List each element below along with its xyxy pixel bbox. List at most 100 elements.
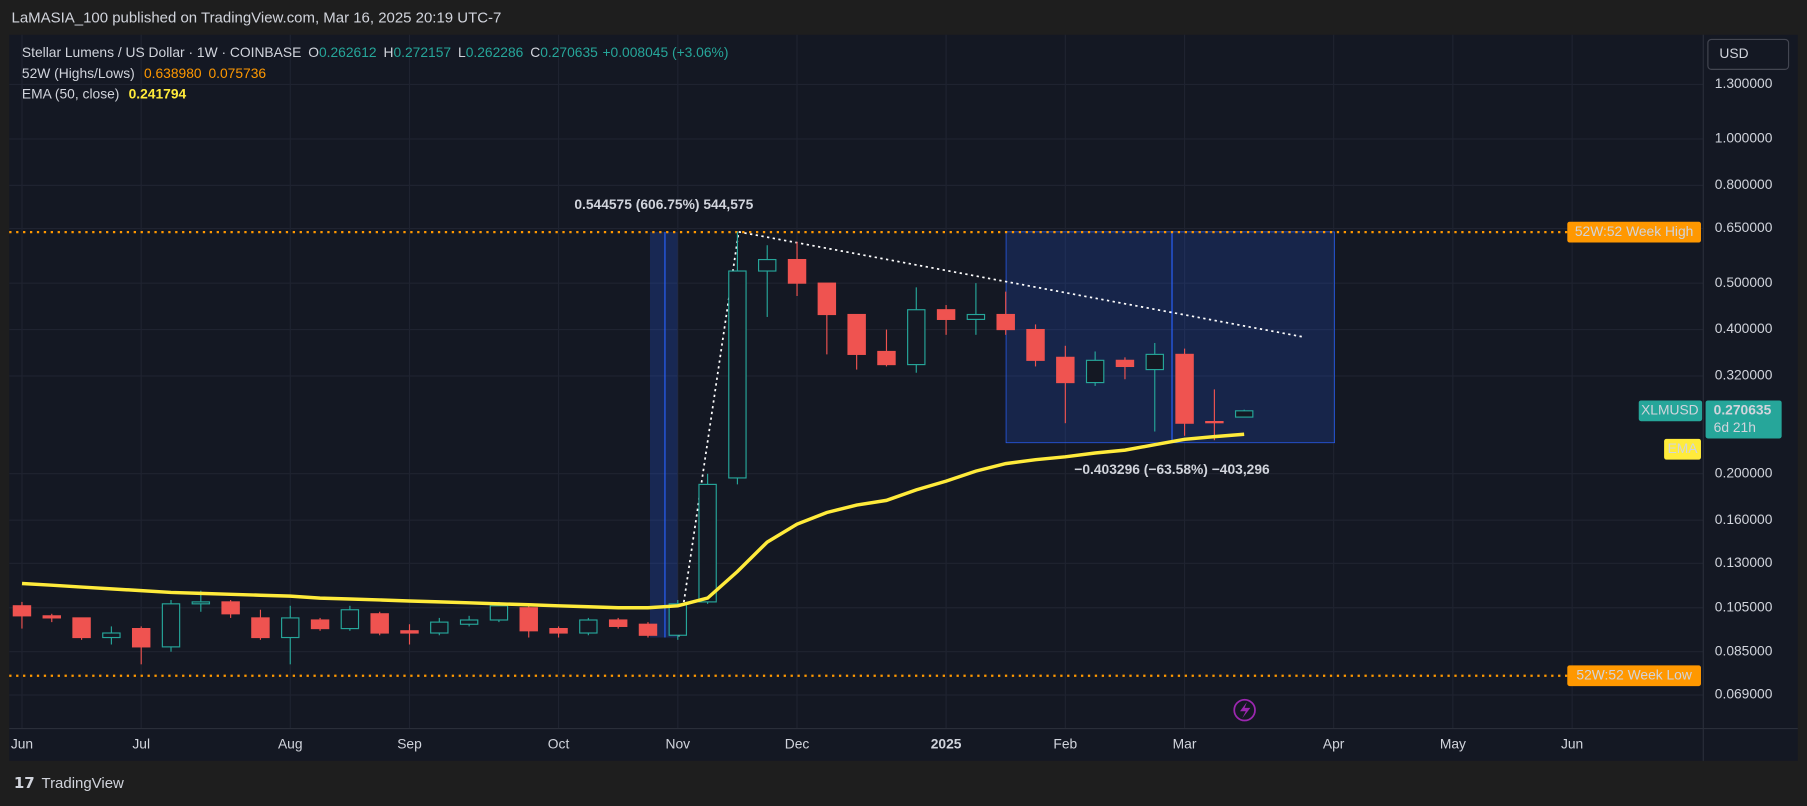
ohlc-letter: L [458,44,466,60]
indicator-name: EMA (50, close) [22,85,120,101]
candle-body [817,282,837,316]
x-tick-label: Nov [666,735,691,751]
symbol-title: Stellar Lumens / US Dollar · 1W · COINBA… [22,44,301,60]
x-tick-label: Jun [11,735,33,751]
candle-body [12,605,32,617]
candle-body [787,258,807,284]
x-tick-label: Sep [397,735,422,751]
price-tag-label: 0.270635 [1714,401,1772,417]
candle-body [698,483,717,603]
annotation: −0.403296 (−63.58%) −403,296 [1074,461,1270,477]
legend: Stellar Lumens / US Dollar · 1W · COINBA… [22,44,729,101]
52w-tag-label: 52W:52 Week High [1575,223,1694,239]
candle-body [907,309,926,366]
ohlc-letter: C [530,44,540,60]
candle-body [42,615,61,619]
candle-body [102,632,121,639]
indicator-value: 0.075736 [208,65,266,81]
plot [9,230,1704,677]
legend-line: Stellar Lumens / US Dollar · 1W · COINBA… [22,44,729,60]
measure-box [649,231,678,638]
ohlc-letter: H [384,44,394,60]
candle-body [966,313,986,320]
candle-body [1175,353,1194,424]
x-tick-label: Aug [278,735,303,751]
legend-line: 52W (Highs/Lows) 0.638980 0.075736 [22,65,267,81]
y-tick-label: 0.160000 [1715,511,1773,527]
x-tick-label: Mar [1173,735,1197,751]
chart-panel [9,34,1798,761]
price-tag [1705,400,1782,439]
candle-body [489,605,509,621]
y-tick-label: 0.400000 [1715,320,1773,336]
candle-body [668,603,688,636]
countdown: 6d 21h [1714,419,1756,435]
measure-box [1005,231,1335,444]
ohlc-value: 0.262612 [319,44,377,60]
ema-line [21,432,1245,610]
y-tick-label: 1.000000 [1715,130,1773,146]
candle-body [996,313,1015,331]
candle-body [519,607,538,632]
indicator-value: 0.241794 [129,85,187,101]
candle-body [1115,359,1135,368]
candle-body [430,621,449,634]
y-tick-label: 0.130000 [1715,554,1773,570]
x-tick-label: Jun [1561,735,1583,751]
ohlc-letter: O [308,44,319,60]
candle-body [1145,353,1164,371]
symbol-tag [1638,400,1703,422]
candle-body [847,313,866,355]
candle-body [638,623,658,636]
footer-brand: TradingView [41,775,124,792]
candle-body [281,617,300,639]
axis-tags: 52W:52 Week High 52W:52 Week Low EMA XLMUSD… [1567,221,1782,687]
52w-tag-label: 52W:52 Week Low [1576,666,1692,682]
y-tick-label: 0.650000 [1715,219,1773,235]
candle-body [191,601,211,605]
ohlc-value: 0.270635 [540,44,598,60]
candle-body [1085,359,1105,384]
x-tick-label: Apr [1323,735,1345,751]
indicator-name: 52W (Highs/Lows) [22,65,135,81]
candle-body [340,609,360,630]
currency-box [1707,38,1790,70]
ohlc-value: 0.262286 [466,44,524,60]
52w-tag [1567,221,1701,243]
candle-body [72,617,91,639]
alert-icon [1233,698,1256,722]
candle-body [1056,356,1075,384]
y-tick-label: 0.105000 [1715,598,1773,614]
candle-body [131,628,151,648]
candle-body [251,617,270,639]
y-tick-label: 0.500000 [1715,274,1773,290]
candle-body [579,619,598,634]
change: +0.008045 (+3.06%) [602,44,728,60]
candle-body [310,619,330,630]
candle-body [1026,328,1045,361]
candle-body [758,258,777,272]
ema-tag-label: EMA [1668,440,1699,456]
ema-tag [1664,438,1701,460]
legend-line: EMA (50, close) 0.241794 [22,85,187,101]
x-tick-label: Dec [785,735,810,751]
candle-body [728,270,747,479]
candle-body [400,630,419,634]
currency: USD [1719,45,1748,61]
x-tick-label: May [1440,735,1466,751]
candle-body [1234,410,1254,418]
y-tick-label: 1.300000 [1715,75,1773,91]
candle-body [370,613,389,634]
x-tick-label: 2025 [931,735,962,751]
published-line: LaMASIA_100 published on TradingView.com… [12,10,502,27]
y-tick-label: 0.069000 [1715,686,1773,702]
alert-icon [1240,702,1251,719]
x-tick-label: Oct [548,735,570,751]
indicator-value: 0.638980 [144,65,202,81]
y-tick-label: 0.200000 [1715,464,1773,480]
candle-body [161,603,181,648]
symbol-tag-label: XLMUSD [1641,401,1699,417]
candle-body [549,628,568,634]
candle-body [936,309,956,320]
